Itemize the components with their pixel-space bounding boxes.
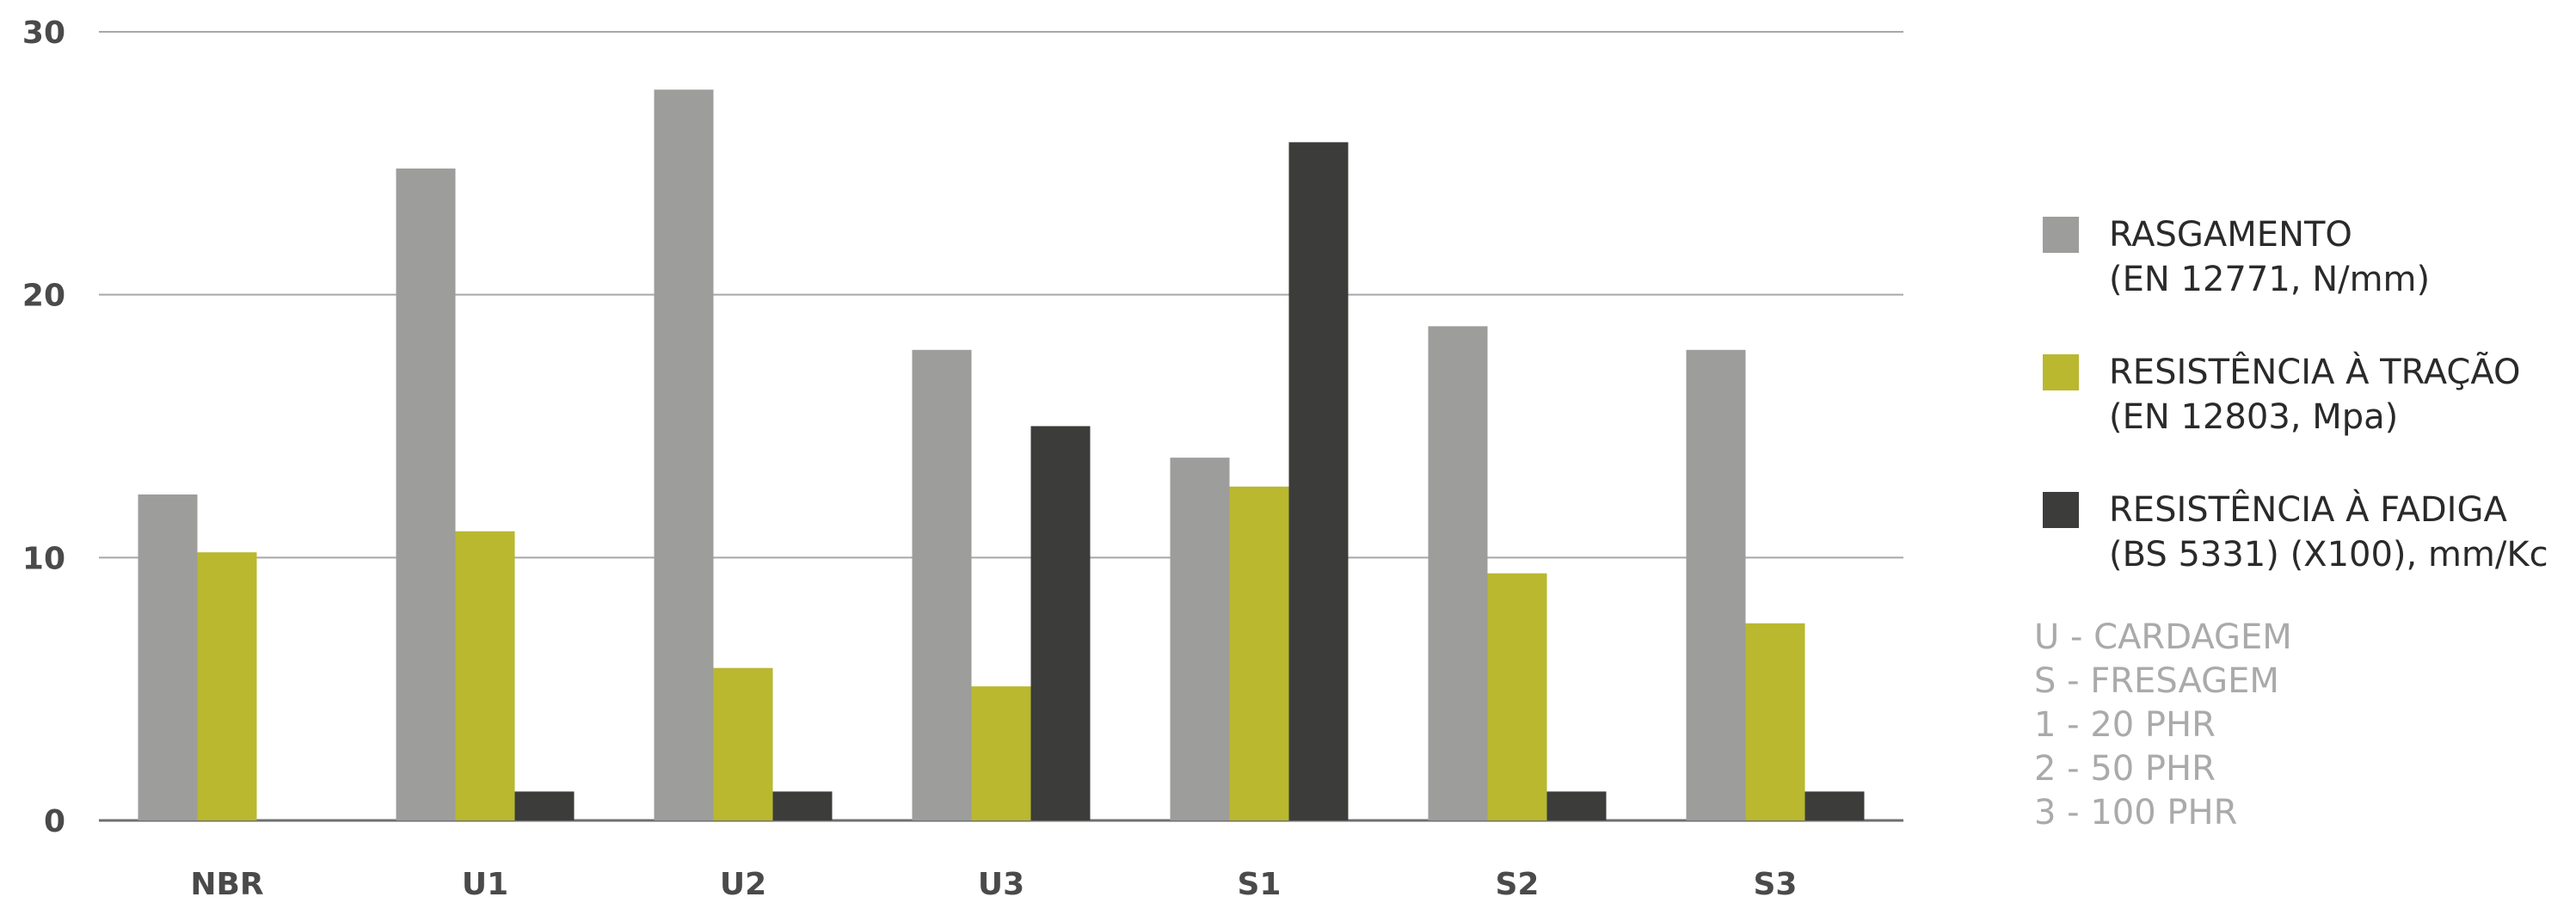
bar-u2-series-1	[654, 89, 714, 821]
x-tick-label-s2: S2	[1496, 867, 1540, 902]
axis-layer: 0 10 20 30 NBR U1 U2 U3 S1 S2 S3	[22, 15, 1798, 902]
bar-u3-series-3	[1030, 426, 1091, 820]
bar-s3-series-1	[1686, 349, 1746, 820]
legend-swatch-3	[2043, 492, 2079, 528]
y-tick-label-30: 30	[22, 15, 65, 51]
x-tick-label-nbr: NBR	[190, 867, 263, 902]
legend-sublabel-2: (EN 12803, Mpa)	[2109, 397, 2398, 437]
y-tick-label-10: 10	[22, 541, 65, 576]
bar-s2-series-2	[1487, 573, 1547, 820]
bar-u3-series-1	[912, 349, 972, 820]
y-tick-label-20: 20	[22, 279, 65, 314]
legend-swatch-2	[2043, 354, 2079, 390]
x-tick-label-s3: S3	[1754, 867, 1798, 902]
bar-s1-series-1	[1170, 458, 1230, 820]
note-line-3: 1 - 20 PHR	[2034, 705, 2216, 745]
bar-u1-series-2	[455, 531, 515, 820]
legend-label-2: RESISTÊNCIA À TRAÇÃO	[2109, 351, 2521, 392]
x-tick-label-u1: U1	[462, 867, 508, 902]
bar-s1-series-3	[1288, 142, 1349, 820]
note-line-1: U - CARDAGEM	[2034, 617, 2292, 657]
bar-s1-series-2	[1229, 486, 1289, 820]
note-line-5: 3 - 100 PHR	[2034, 793, 2237, 832]
x-tick-label-u3: U3	[978, 867, 1024, 902]
bar-u1-series-3	[514, 791, 575, 820]
x-tick-label-s1: S1	[1238, 867, 1282, 902]
bar-s3-series-3	[1804, 791, 1865, 820]
y-tick-label-0: 0	[44, 804, 65, 839]
legend-sublabel-3: (BS 5331) (X100), mm/Kc	[2109, 535, 2548, 574]
note-line-4: 2 - 50 PHR	[2034, 749, 2216, 789]
bars-layer	[138, 89, 1865, 821]
bar-s2-series-1	[1428, 326, 1488, 820]
bar-s3-series-2	[1745, 623, 1805, 820]
legend-label-1: RASGAMENTO	[2109, 215, 2352, 255]
bar-nbr-series-1	[138, 494, 198, 820]
x-tick-label-u2: U2	[720, 867, 766, 902]
note-line-2: S - FRESAGEM	[2034, 661, 2279, 701]
bar-nbr-series-2	[197, 552, 257, 820]
bar-u2-series-3	[772, 791, 833, 820]
bar-s2-series-3	[1546, 791, 1607, 820]
legend-label-3: RESISTÊNCIA À FADIGA	[2109, 488, 2507, 530]
legend-sublabel-1: (EN 12771, N/mm)	[2109, 260, 2430, 299]
legend-layer: RASGAMENTO (EN 12771, N/mm) RESISTÊNCIA À …	[2043, 215, 2548, 574]
bar-u3-series-2	[971, 686, 1031, 820]
legend-swatch-1	[2043, 217, 2079, 253]
bar-u2-series-2	[713, 667, 773, 820]
bar-u1-series-1	[396, 168, 456, 821]
